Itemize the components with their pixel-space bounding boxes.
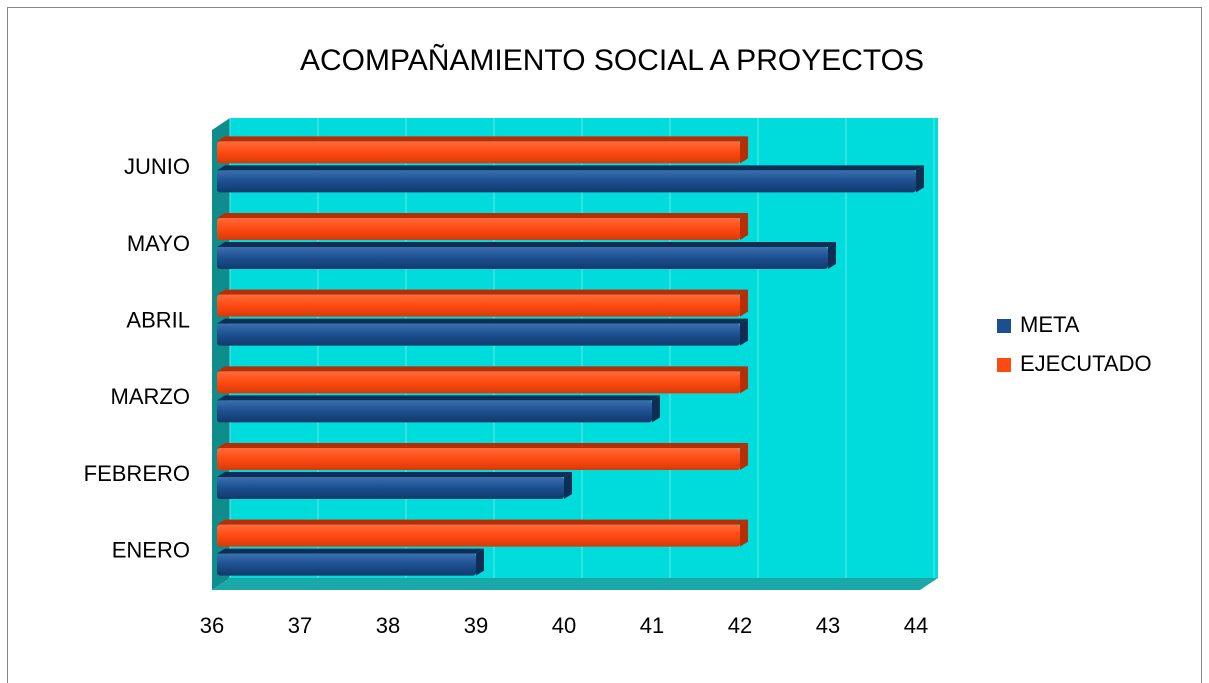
y-tick-label: ABRIL <box>126 307 190 332</box>
bar-top <box>217 548 484 554</box>
bar-end <box>740 213 748 240</box>
bar <box>217 294 740 317</box>
bar <box>217 247 828 269</box>
bar-end <box>740 366 748 394</box>
bar-end <box>740 519 748 547</box>
chart-title: ACOMPAÑAMIENTO SOCIAL A PROYECTOS <box>300 43 924 77</box>
bar-end <box>828 242 836 269</box>
bar-end <box>740 289 748 317</box>
legend-label: EJECUTADO <box>1020 351 1152 376</box>
y-tick-label: JUNIO <box>124 154 190 179</box>
bar-top <box>217 472 572 477</box>
x-tick-label: 42 <box>728 613 752 638</box>
bar-top <box>217 289 748 295</box>
bar <box>217 553 476 576</box>
y-tick-label: MAYO <box>127 231 190 256</box>
bar-end <box>652 395 660 423</box>
y-tick-label: ENERO <box>112 537 190 562</box>
x-tick-label: 41 <box>640 613 664 638</box>
bar <box>217 400 652 423</box>
bar-top <box>217 395 660 401</box>
legend-label: META <box>1020 312 1080 337</box>
x-tick-label: 44 <box>904 613 928 638</box>
bar-top <box>217 519 748 525</box>
floor <box>212 578 938 590</box>
bar-top <box>217 318 748 324</box>
bar-end <box>740 443 748 470</box>
frame <box>7 7 1202 683</box>
bar <box>217 371 740 394</box>
bar-end <box>740 318 748 346</box>
bar-top <box>217 366 748 372</box>
legend-swatch <box>997 358 1011 372</box>
back-wall <box>230 118 938 578</box>
x-tick-label: 43 <box>816 613 840 638</box>
bar <box>217 141 740 164</box>
bar <box>217 218 740 240</box>
bar-top <box>217 242 836 247</box>
bar <box>217 477 564 499</box>
y-tick-label: MARZO <box>111 384 190 409</box>
x-tick-label: 40 <box>552 613 576 638</box>
bar <box>217 170 916 193</box>
bar <box>217 323 740 346</box>
bar <box>217 448 740 470</box>
bar-end <box>476 548 484 576</box>
bar <box>217 524 740 547</box>
bar-top <box>217 213 748 218</box>
bar-top <box>217 136 748 142</box>
x-tick-label: 37 <box>288 613 312 638</box>
bar-end <box>916 165 924 193</box>
x-tick-label: 36 <box>200 613 224 638</box>
x-tick-label: 38 <box>376 613 400 638</box>
bar-top <box>217 165 924 171</box>
bar-end <box>740 136 748 164</box>
legend-swatch <box>997 319 1011 333</box>
bar-top <box>217 443 748 448</box>
x-tick-label: 39 <box>464 613 488 638</box>
bar-end <box>564 472 572 499</box>
y-tick-label: FEBRERO <box>84 461 190 486</box>
